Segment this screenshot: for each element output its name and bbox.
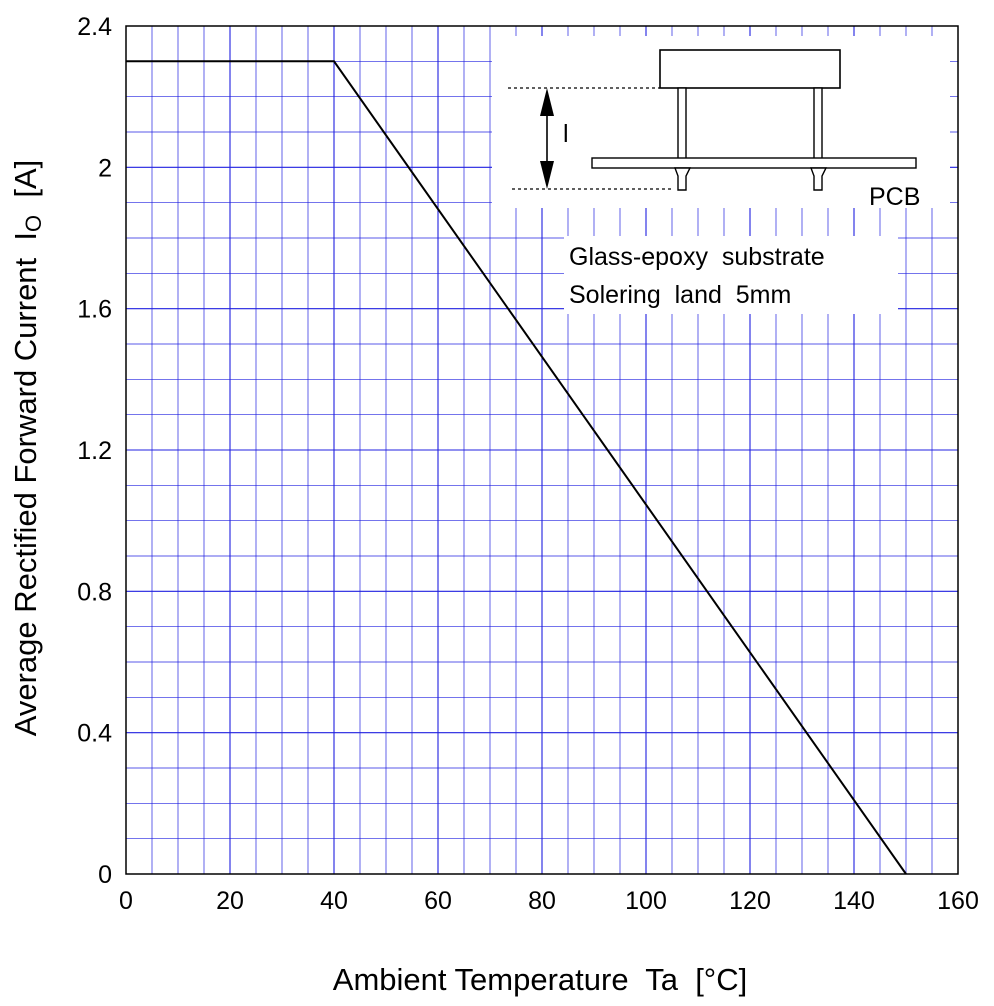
y-axis-title-main: Average Rectified Forward Current I <box>8 232 43 736</box>
current-derating-line <box>126 60 907 875</box>
x-tick-label: 80 <box>528 887 556 915</box>
mounting-inset: l PCB <box>492 36 950 211</box>
x-tick-label: 60 <box>424 887 452 915</box>
x-tick-label: 40 <box>320 887 348 915</box>
substrate-note: Glass-epoxy substrate Solering land 5mm <box>564 236 898 314</box>
y-axis-title-unit: [A] <box>8 160 43 215</box>
pcb-board <box>591 157 917 169</box>
right-solder-joint <box>809 167 828 191</box>
plot-frame <box>125 25 959 875</box>
note-background <box>564 236 898 314</box>
x-axis-title: Ambient Temperature Ta [°C] <box>333 962 747 997</box>
x-tick-label: 0 <box>119 887 133 915</box>
x-tick-label: 140 <box>833 887 875 915</box>
note-line-2: Solering land 5mm <box>569 281 791 309</box>
dimension-arrow-down <box>540 161 554 189</box>
note-line-1: Glass-epoxy substrate <box>569 243 825 271</box>
y-tick-label: 0.4 <box>77 720 112 748</box>
left-solder-joint <box>673 167 692 191</box>
y-tick-label: 1.2 <box>77 437 112 465</box>
y-tick-label: 1.6 <box>77 296 112 324</box>
dimension-label: l <box>563 120 569 148</box>
dimension-arrow-up <box>540 88 554 116</box>
y-axis-title-subscript: O <box>21 215 46 232</box>
y-axis-title: Average Rectified Forward Current IO [A] <box>8 160 46 737</box>
component-body <box>659 49 841 89</box>
x-tick-label: 160 <box>937 887 979 915</box>
left-lead <box>677 87 687 161</box>
x-tick-label: 20 <box>216 887 244 915</box>
grid-major <box>126 26 958 874</box>
x-tick-label: 120 <box>729 887 771 915</box>
y-tick-labels: 0 0.4 0.8 1.2 1.6 2 2.4 <box>77 13 112 889</box>
y-tick-label: 2.4 <box>77 13 112 41</box>
y-tick-label: 2 <box>98 154 112 182</box>
x-tick-label: 100 <box>625 887 667 915</box>
right-lead <box>813 87 823 161</box>
pcb-label: PCB <box>869 183 920 211</box>
y-tick-label: 0 <box>98 861 112 889</box>
y-tick-label: 0.8 <box>77 578 112 606</box>
x-tick-labels: 0 20 40 60 80 100 120 140 160 <box>119 887 979 915</box>
